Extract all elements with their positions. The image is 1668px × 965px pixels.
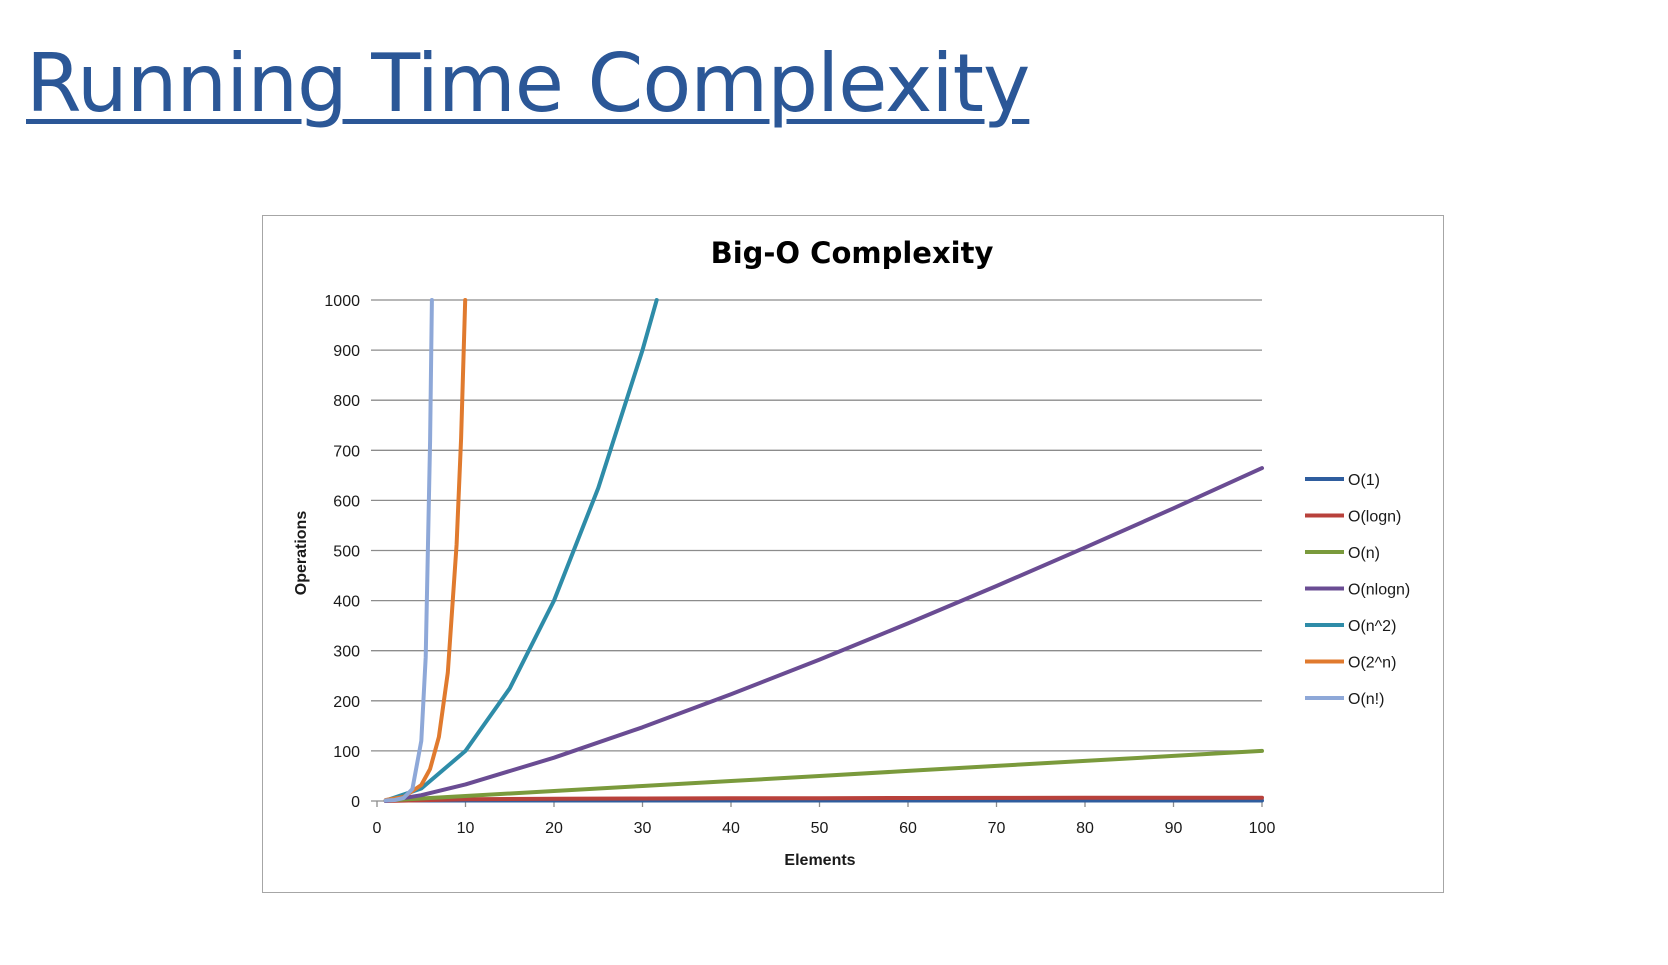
x-tick-label: 60 [899, 820, 917, 837]
y-tick-label: 700 [333, 443, 360, 460]
series-line-4 [383, 298, 659, 803]
x-tick-label: 90 [1165, 820, 1183, 837]
y-tick-label: 200 [333, 694, 360, 711]
x-tick-label: 80 [1076, 820, 1094, 837]
series-line-6 [383, 298, 434, 803]
series-line-2 [383, 748, 1264, 803]
gridlines [371, 299, 1263, 807]
x-tick-label: 40 [722, 820, 740, 837]
slide-title: Running Time Complexity [26, 37, 1030, 130]
legend-label: O(n^2) [1348, 618, 1396, 635]
series-line-3 [383, 466, 1264, 803]
y-tick-label: 800 [333, 393, 360, 410]
y-tick-label: 600 [333, 493, 360, 510]
y-axis-title: Operations [293, 511, 310, 596]
legend-label: O(nlogn) [1348, 582, 1410, 599]
legend-label: O(2^n) [1348, 655, 1396, 672]
legend: O(1) O(logn) O(n) O(nlogn) O(n^2) O(2^n) O(n!) [1305, 472, 1410, 708]
legend-label: O(n) [1348, 545, 1380, 562]
y-tick-label: 300 [333, 644, 360, 661]
x-tick-label: 10 [457, 820, 475, 837]
x-tick-labels: 0 10 20 30 40 50 60 70 80 90 100 [373, 820, 1276, 837]
x-tick-label: 100 [1249, 820, 1276, 837]
x-tick-label: 0 [373, 820, 382, 837]
y-tick-label: 1000 [324, 293, 360, 310]
x-axis-title: Elements [784, 852, 855, 869]
y-tick-label: 900 [333, 343, 360, 360]
chart-title: Big-O Complexity [711, 236, 994, 270]
x-tick-label: 20 [545, 820, 563, 837]
legend-label: O(1) [1348, 472, 1380, 489]
x-tick-label: 70 [988, 820, 1006, 837]
y-tick-label: 100 [333, 744, 360, 761]
legend-label: O(logn) [1348, 509, 1401, 526]
y-tick-label: 400 [333, 594, 360, 611]
series-line-1 [383, 795, 1264, 803]
legend-label: O(n!) [1348, 691, 1384, 708]
y-tick-labels: 0 100 200 300 400 500 600 700 800 900 1000 [324, 293, 360, 811]
series-lines [383, 298, 1264, 803]
x-tick-label: 30 [634, 820, 652, 837]
y-tick-label: 0 [351, 794, 360, 811]
big-o-chart: Big-O Complexity 01002003004005006007008… [293, 236, 1410, 869]
x-tick-label: 50 [811, 820, 829, 837]
y-tick-label: 500 [333, 544, 360, 561]
chart-frame: Big-O Complexity 0 100 200 300 400 500 600 700 8… [262, 215, 1444, 893]
